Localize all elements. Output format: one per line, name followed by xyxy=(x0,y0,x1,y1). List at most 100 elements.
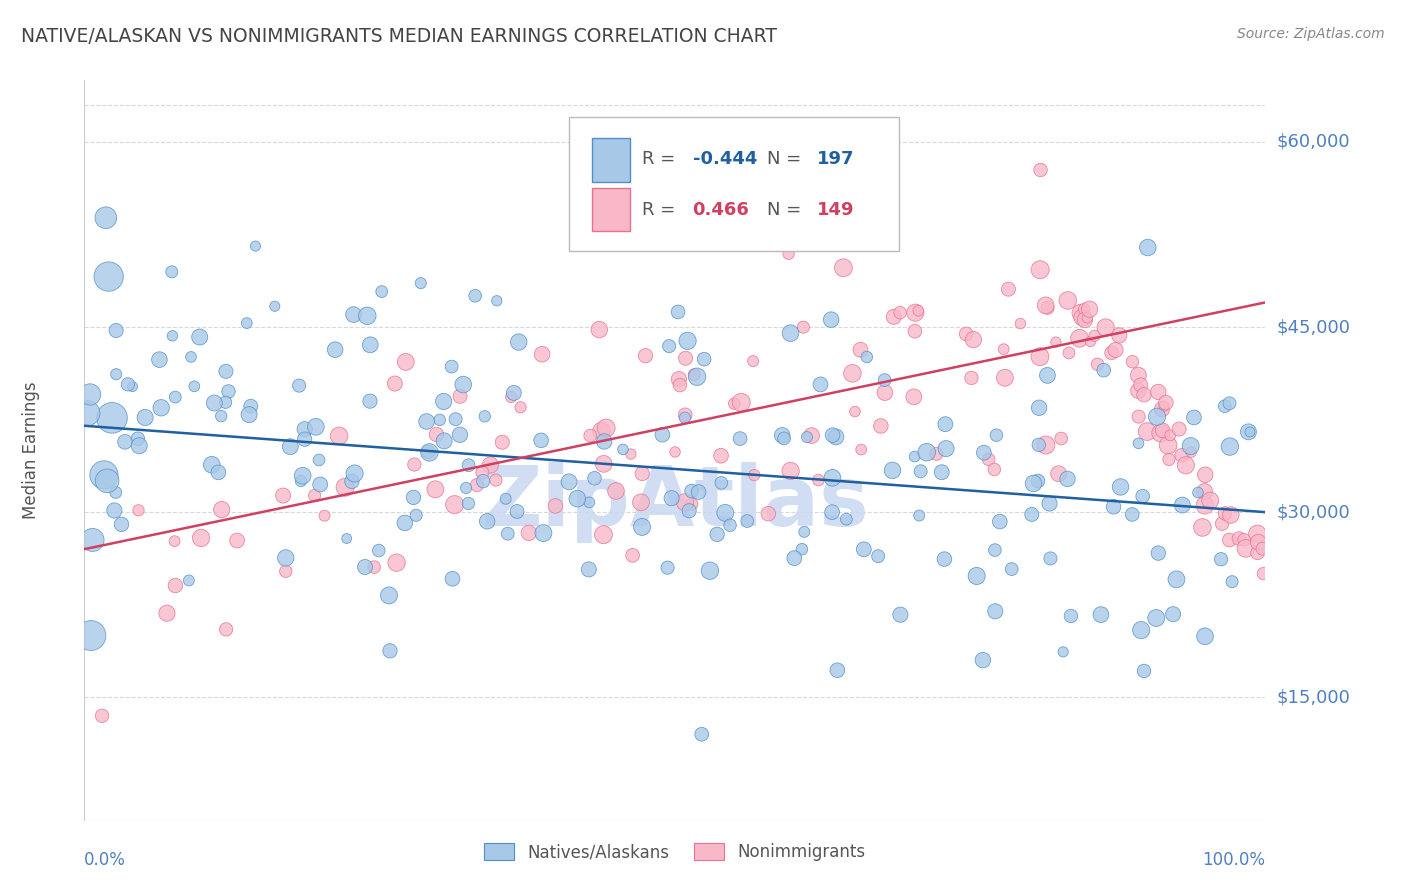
Point xyxy=(336,532,359,546)
Point xyxy=(134,410,156,425)
Point xyxy=(612,442,634,457)
Point xyxy=(1035,298,1057,312)
Point xyxy=(960,371,983,385)
Point xyxy=(1128,368,1150,383)
Point xyxy=(986,428,1008,442)
Point xyxy=(558,475,581,489)
Point xyxy=(779,464,801,478)
Point xyxy=(1168,422,1191,436)
Point xyxy=(1073,301,1095,316)
Point xyxy=(1026,474,1049,488)
Point xyxy=(110,517,132,532)
Point xyxy=(742,354,765,368)
Point xyxy=(1153,399,1175,413)
Point xyxy=(117,377,139,392)
Point xyxy=(278,440,301,454)
Point xyxy=(239,399,262,413)
Point xyxy=(1021,508,1043,522)
Point xyxy=(1076,310,1098,325)
Point xyxy=(343,467,366,481)
Point xyxy=(904,324,927,338)
Text: 0.0%: 0.0% xyxy=(84,851,127,869)
Point xyxy=(288,378,311,392)
Text: 149: 149 xyxy=(817,201,853,219)
Point xyxy=(1147,546,1170,560)
Point xyxy=(409,276,432,290)
Point xyxy=(363,560,385,574)
Point xyxy=(342,308,364,322)
Point xyxy=(544,499,567,513)
Point xyxy=(1128,409,1150,424)
Point xyxy=(904,450,927,464)
Point xyxy=(384,376,406,391)
Point xyxy=(1080,334,1102,349)
Point xyxy=(96,474,118,488)
Text: Median Earnings: Median Earnings xyxy=(22,382,41,519)
Point xyxy=(449,427,471,442)
Point xyxy=(91,708,114,723)
Point xyxy=(821,428,844,442)
Legend: Natives/Alaskans, Nonimmigrants: Natives/Alaskans, Nonimmigrants xyxy=(477,837,873,868)
Point xyxy=(308,453,330,467)
Point xyxy=(595,421,617,435)
Point xyxy=(1209,552,1232,566)
Point xyxy=(165,390,187,404)
Point xyxy=(807,473,830,487)
Point xyxy=(305,420,328,434)
Point xyxy=(104,485,127,500)
Point xyxy=(425,427,447,442)
Point xyxy=(1159,428,1181,442)
Point xyxy=(323,343,346,357)
Point xyxy=(1109,480,1132,494)
Point xyxy=(328,429,350,443)
Point xyxy=(395,355,418,369)
Point xyxy=(354,560,377,574)
Point xyxy=(690,727,713,741)
Point xyxy=(274,564,297,578)
Point xyxy=(1213,399,1236,413)
Point xyxy=(1108,328,1130,343)
Point xyxy=(657,560,679,574)
Point xyxy=(1128,436,1150,450)
Point xyxy=(121,380,143,394)
Point xyxy=(1101,346,1123,360)
Point xyxy=(683,368,706,382)
Text: $60,000: $60,000 xyxy=(1277,133,1350,151)
Point xyxy=(531,526,554,541)
Point xyxy=(309,477,332,491)
Point xyxy=(1083,328,1105,343)
Point xyxy=(378,589,401,603)
Point xyxy=(202,396,225,410)
Point xyxy=(177,574,200,588)
Point xyxy=(903,390,925,404)
Point xyxy=(675,351,697,366)
Point xyxy=(770,428,793,442)
Point xyxy=(449,389,471,403)
Point xyxy=(226,533,249,548)
Point xyxy=(479,458,502,472)
Point xyxy=(215,364,238,378)
Point xyxy=(433,394,456,409)
Point xyxy=(1194,484,1216,499)
Point xyxy=(1161,607,1184,622)
Point xyxy=(1038,496,1060,510)
Point xyxy=(988,515,1011,529)
Point xyxy=(367,543,389,558)
Point xyxy=(1133,664,1156,678)
Point xyxy=(773,432,796,446)
Point xyxy=(1247,535,1270,549)
Point xyxy=(583,471,606,485)
Point xyxy=(1154,395,1177,409)
Point xyxy=(910,464,932,478)
Point xyxy=(673,408,696,422)
Point xyxy=(1187,485,1209,500)
Point xyxy=(1253,566,1275,581)
Point xyxy=(291,468,314,483)
Point xyxy=(844,404,866,418)
Point xyxy=(443,498,465,512)
Point xyxy=(605,483,627,498)
Point xyxy=(851,442,873,457)
Point xyxy=(1130,623,1153,637)
Point xyxy=(82,533,104,547)
Point xyxy=(889,306,911,320)
